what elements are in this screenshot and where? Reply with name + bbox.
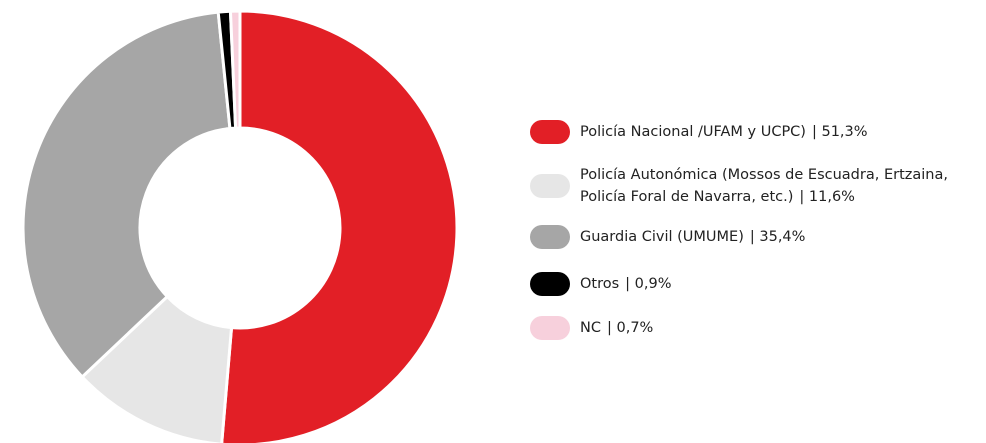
legend-item: Guardia Civil (UMUME) | 35,4% <box>530 225 980 249</box>
legend-name: Policía Nacional /UFAM y UCPC) <box>580 124 806 140</box>
legend-item: Policía Nacional /UFAM y UCPC) | 51,3% <box>530 120 980 144</box>
legend-value: | 0,9% <box>625 276 672 292</box>
legend-swatch <box>530 272 570 296</box>
legend-item: NC | 0,7% <box>530 316 980 340</box>
legend-name: Guardia Civil (UMUME) <box>580 229 744 245</box>
legend-name: Policía Autonómica (Mossos de Escuadra, … <box>580 167 948 205</box>
legend-label: Policía Nacional /UFAM y UCPC) | 51,3% <box>580 121 980 143</box>
legend-value: | 11,6% <box>799 189 855 205</box>
legend-value: | 35,4% <box>749 229 806 245</box>
legend-item: Otros | 0,9% <box>530 272 980 296</box>
legend-name: Otros <box>580 276 620 292</box>
legend-swatch <box>530 225 570 249</box>
donut-slice <box>220 9 459 443</box>
legend-swatch <box>530 174 570 198</box>
legend-name: NC <box>580 320 601 336</box>
legend-swatch <box>530 316 570 340</box>
donut-slice <box>21 10 232 380</box>
legend-swatch <box>530 120 570 144</box>
legend-label: Otros | 0,9% <box>580 273 980 295</box>
donut-slice <box>228 9 242 130</box>
legend-label: Policía Autonómica (Mossos de Escuadra, … <box>580 164 980 208</box>
chart <box>21 9 459 443</box>
legend-item: Policía Autonómica (Mossos de Escuadra, … <box>530 164 980 208</box>
legend-value: | 0,7% <box>606 320 654 336</box>
legend-label: Guardia Civil (UMUME) | 35,4% <box>580 226 980 248</box>
legend-value: | 51,3% <box>811 124 868 140</box>
legend-label: NC | 0,7% <box>580 317 980 339</box>
